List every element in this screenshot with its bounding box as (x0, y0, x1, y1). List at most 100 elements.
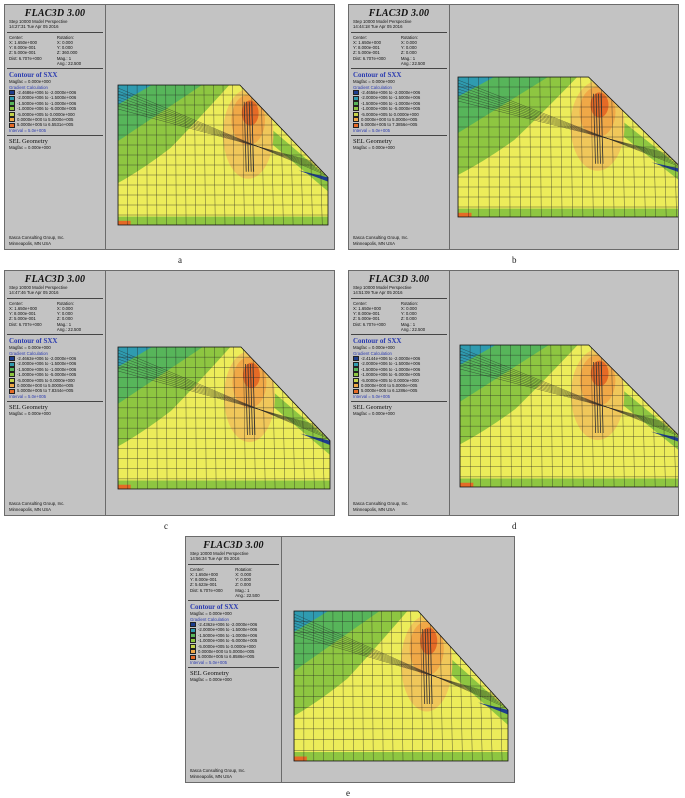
center-column: Center: X: 1.650e+000 Y: 8.000e-001 Z: 5.00… (353, 35, 401, 67)
mesh-line (118, 105, 328, 168)
zone-corner (458, 212, 472, 217)
footer: Itasca Consulting Group, Inc. Minneapolis… (9, 235, 64, 246)
legend-entry: -2.4362e+006 to -2.0000e+006 (190, 622, 277, 628)
anchor-cable (248, 101, 252, 172)
mesh-line (329, 347, 330, 489)
legend-range: -1.5000e+006 to -1.0000e+006 (198, 632, 258, 638)
legend-range: -2.0000e+006 to -1.5000e+006 (17, 95, 77, 101)
zone-blue (118, 85, 152, 105)
info-panel: FLAC3D 3.00 Step 10000 Model Perspective 1… (5, 271, 106, 515)
zone-corner (118, 484, 131, 489)
panel-caption: a (178, 255, 182, 265)
center-value: X: 1.650e+000 (190, 571, 219, 577)
sel-title: SEL Geometry (9, 404, 48, 411)
legend-range: -2.0000e+006 to -1.5000e+006 (198, 627, 258, 633)
center-column: Center: X: 1.650e+000 Y: 8.000e-001 Z: 5.00… (9, 301, 57, 333)
mesh-line (460, 347, 678, 438)
contour-legend: Contour of SXX Magfac = 0.000e+000 Gradien… (186, 603, 281, 665)
mesh-line (118, 361, 330, 434)
center-value: Z: 5.623e-001 (190, 582, 217, 588)
legend-range: -5.0000e+005 to 0.0000e+000 (198, 643, 256, 649)
gradient-label: Gradient Calculation (353, 84, 392, 90)
legend-swatch (9, 100, 15, 106)
timestamp: 14:51:09 Tue Apr 05 2016 (353, 290, 403, 296)
legend-entry: 5.0000e+005 to 7.8344e+005 (9, 388, 101, 394)
zone-corner (118, 220, 131, 225)
divider (7, 401, 103, 402)
legend-range: -1.5000e+006 to -1.0000e+006 (17, 100, 77, 106)
center-value: Z: 5.000e-001 (353, 50, 380, 56)
mesh-line (294, 616, 508, 708)
legend-entry: -2.0000e+006 to -1.5000e+006 (353, 95, 445, 101)
magfac-text: Magfac = 0.000e+000 (353, 79, 395, 85)
rotation-value: Z: 0.000 (235, 582, 251, 588)
rotation-column: Rotation: X: 0.000 Y: 0.000 Z: 360.000 Mag.:… (57, 35, 81, 67)
zone-bottom (118, 216, 328, 225)
contour-legend: Contour of SXX Magfac = 0.000e+000 Gradien… (5, 71, 105, 133)
mesh-line (458, 94, 678, 161)
app-title: FLAC3D 3.00 (368, 8, 430, 19)
view-params: Center: X: 1.650e+000 Y: 8.000e-001 Z: 5.00… (349, 301, 449, 333)
model-body (294, 611, 508, 761)
divider (7, 297, 103, 299)
rotation-value: Z: 0.000 (400, 316, 417, 322)
rotation-value: Y: 0.000 (400, 311, 417, 317)
zone-green-dark (118, 347, 203, 404)
anchor-cable (600, 93, 604, 164)
legend-swatch (353, 106, 359, 112)
legend-entry: -2.0000e+006 to -1.5000e+006 (190, 627, 277, 633)
center-value: X: 1.650e+000 (9, 39, 38, 45)
zone-green-dark (460, 345, 549, 402)
legend-swatch (190, 649, 196, 655)
model-outline (117, 84, 329, 226)
zone-toe (651, 162, 678, 174)
center-value: Y: 8.000e-001 (353, 311, 380, 317)
rotation-value: X: 0.000 (235, 571, 252, 577)
center-value: Z: 5.000e-001 (9, 50, 36, 56)
legend-entry: -1.5000e+006 to -1.0000e+006 (9, 101, 101, 106)
legend-range: -2.4686e+006 to -2.0000e+006 (17, 90, 77, 96)
legend-swatch (353, 100, 359, 106)
legend-range: -1.0000e+006 to -5.0000e+005 (361, 372, 421, 378)
legend-swatch (353, 366, 359, 372)
rotation-value: Ang.: 22.500 (56, 327, 82, 333)
anchor-cable (246, 101, 250, 172)
anchor-cable (422, 628, 426, 705)
anchor-cable (595, 93, 599, 164)
timestamp: 14:27:31 Tue Apr 05 2016 (9, 24, 59, 30)
model-view (450, 5, 678, 249)
mesh-line (460, 365, 678, 429)
legend-entry: -1.0000e+006 to -5.0000e+005 (353, 372, 445, 378)
sel-title: SEL Geometry (9, 138, 48, 145)
legend-range: -2.4663e+006 to -2.0000e+006 (17, 356, 77, 362)
footer-company: Itasca Consulting Group, Inc. (9, 235, 65, 241)
center-value: Z: 5.000e-001 (353, 316, 380, 322)
footer-location: Minneapolis, MN USA (353, 240, 396, 246)
footer-company: Itasca Consulting Group, Inc. (190, 768, 246, 774)
legend-swatch (353, 388, 359, 394)
zone-red (242, 362, 260, 389)
legend-range: -2.4362e+006 to -2.0000e+006 (198, 622, 258, 628)
model-outline (117, 346, 331, 490)
legend-entry: -2.4656e+006 to -2.0000e+006 (353, 90, 445, 96)
divider (351, 68, 447, 70)
anchor-cable (429, 628, 433, 705)
legend-entry: 5.0000e+005 to 6.8586e+005 (190, 654, 277, 660)
legend-swatch (190, 638, 196, 644)
legend-swatch (190, 654, 196, 660)
gradient-label: Gradient Calculation (190, 616, 229, 622)
contour-title: Contour of SXX (190, 603, 239, 612)
app-title: FLAC3D 3.00 (24, 8, 86, 19)
anchor-cable (600, 362, 604, 434)
mesh-line (458, 85, 678, 166)
model-outline (293, 610, 509, 762)
center-value: X: 1.650e+000 (353, 305, 382, 311)
flac3d-panel-c: FLAC3D 3.00 Step 10000 Model Perspective 1… (4, 270, 335, 516)
mesh-line (118, 370, 330, 429)
center-value: Y: 8.000e-001 (9, 311, 36, 317)
sel-geometry: SEL Geometry Magfac = 0.000e+000 (349, 404, 449, 416)
magfac-text: Magfac = 0.000e+000 (353, 411, 395, 416)
legend-range: 5.0000e+005 to 7.8344e+005 (17, 388, 74, 394)
anchor-cable (252, 364, 256, 436)
zone-bottom (460, 478, 678, 487)
